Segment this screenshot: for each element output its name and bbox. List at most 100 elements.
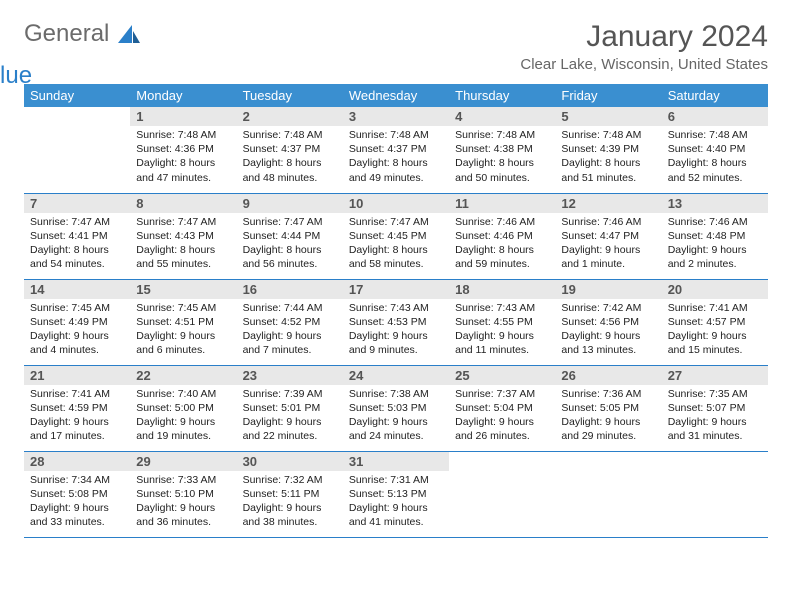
calendar-cell: 24Sunrise: 7:38 AMSunset: 5:03 PMDayligh… (343, 365, 449, 451)
day-details: Sunrise: 7:48 AMSunset: 4:40 PMDaylight:… (662, 126, 768, 189)
day-line: Daylight: 9 hours (136, 415, 230, 429)
day-line: Sunset: 5:11 PM (243, 487, 337, 501)
day-number: 25 (449, 366, 555, 385)
day-line: and 13 minutes. (561, 343, 655, 357)
day-line: Daylight: 9 hours (561, 329, 655, 343)
day-line: and 17 minutes. (30, 429, 124, 443)
day-line: Sunrise: 7:47 AM (30, 215, 124, 229)
day-number: 21 (24, 366, 130, 385)
day-details: Sunrise: 7:48 AMSunset: 4:39 PMDaylight:… (555, 126, 661, 189)
day-details: Sunrise: 7:45 AMSunset: 4:49 PMDaylight:… (24, 299, 130, 362)
calendar-row: 28Sunrise: 7:34 AMSunset: 5:08 PMDayligh… (24, 451, 768, 537)
day-details: Sunrise: 7:43 AMSunset: 4:55 PMDaylight:… (449, 299, 555, 362)
day-line: and 48 minutes. (243, 171, 337, 185)
logo-sail-icon (118, 25, 140, 43)
day-line: Sunrise: 7:48 AM (349, 128, 443, 142)
calendar-cell: 1Sunrise: 7:48 AMSunset: 4:36 PMDaylight… (130, 107, 236, 193)
day-line: Daylight: 9 hours (243, 329, 337, 343)
day-line: Sunrise: 7:48 AM (243, 128, 337, 142)
col-tuesday: Tuesday (237, 84, 343, 107)
day-line: Daylight: 8 hours (136, 156, 230, 170)
calendar-cell: 17Sunrise: 7:43 AMSunset: 4:53 PMDayligh… (343, 279, 449, 365)
day-line: Sunset: 4:36 PM (136, 142, 230, 156)
day-line: Sunset: 5:08 PM (30, 487, 124, 501)
day-number: 19 (555, 280, 661, 299)
day-line: and 6 minutes. (136, 343, 230, 357)
day-details: Sunrise: 7:48 AMSunset: 4:36 PMDaylight:… (130, 126, 236, 189)
day-details: Sunrise: 7:38 AMSunset: 5:03 PMDaylight:… (343, 385, 449, 448)
day-line: Sunrise: 7:45 AM (30, 301, 124, 315)
calendar-cell: 11Sunrise: 7:46 AMSunset: 4:46 PMDayligh… (449, 193, 555, 279)
day-line: Sunset: 4:41 PM (30, 229, 124, 243)
day-line: Sunset: 5:05 PM (561, 401, 655, 415)
day-line: Sunset: 5:10 PM (136, 487, 230, 501)
day-number: 28 (24, 452, 130, 471)
day-line: Sunrise: 7:41 AM (30, 387, 124, 401)
day-line: Sunrise: 7:48 AM (561, 128, 655, 142)
day-number: 5 (555, 107, 661, 126)
day-line: Sunset: 5:00 PM (136, 401, 230, 415)
calendar-cell: 8Sunrise: 7:47 AMSunset: 4:43 PMDaylight… (130, 193, 236, 279)
day-details (662, 471, 768, 477)
day-line: Sunrise: 7:48 AM (136, 128, 230, 142)
day-details (449, 471, 555, 477)
day-number: 4 (449, 107, 555, 126)
day-line: Sunset: 4:59 PM (30, 401, 124, 415)
day-line: Daylight: 9 hours (349, 501, 443, 515)
day-line: Daylight: 9 hours (561, 243, 655, 257)
calendar-cell: 10Sunrise: 7:47 AMSunset: 4:45 PMDayligh… (343, 193, 449, 279)
col-monday: Monday (130, 84, 236, 107)
day-line: Daylight: 8 hours (243, 156, 337, 170)
col-friday: Friday (555, 84, 661, 107)
day-line: Sunrise: 7:34 AM (30, 473, 124, 487)
calendar-cell (555, 451, 661, 537)
day-line: Sunrise: 7:47 AM (349, 215, 443, 229)
day-line: Daylight: 8 hours (561, 156, 655, 170)
logo-text-blue: Blue (0, 62, 32, 89)
calendar-cell: 21Sunrise: 7:41 AMSunset: 4:59 PMDayligh… (24, 365, 130, 451)
calendar-cell (449, 451, 555, 537)
day-line: Daylight: 9 hours (349, 329, 443, 343)
day-line: Daylight: 9 hours (243, 501, 337, 515)
day-number: 12 (555, 194, 661, 213)
col-sunday: Sunday (24, 84, 130, 107)
day-number: 13 (662, 194, 768, 213)
day-number: 1 (130, 107, 236, 126)
col-thursday: Thursday (449, 84, 555, 107)
day-line: Sunset: 4:43 PM (136, 229, 230, 243)
day-details: Sunrise: 7:47 AMSunset: 4:43 PMDaylight:… (130, 213, 236, 276)
day-line: and 59 minutes. (455, 257, 549, 271)
day-number: 11 (449, 194, 555, 213)
day-line: Sunset: 4:37 PM (349, 142, 443, 156)
calendar-cell (662, 451, 768, 537)
day-number: 22 (130, 366, 236, 385)
day-line: and 33 minutes. (30, 515, 124, 529)
calendar-cell: 30Sunrise: 7:32 AMSunset: 5:11 PMDayligh… (237, 451, 343, 537)
day-number: 10 (343, 194, 449, 213)
location-text: Clear Lake, Wisconsin, United States (520, 56, 768, 73)
day-line: and 11 minutes. (455, 343, 549, 357)
day-number: 14 (24, 280, 130, 299)
day-details: Sunrise: 7:37 AMSunset: 5:04 PMDaylight:… (449, 385, 555, 448)
day-line: Sunset: 4:52 PM (243, 315, 337, 329)
day-details: Sunrise: 7:32 AMSunset: 5:11 PMDaylight:… (237, 471, 343, 534)
day-line: Sunrise: 7:32 AM (243, 473, 337, 487)
day-line: and 47 minutes. (136, 171, 230, 185)
day-line: Daylight: 9 hours (30, 329, 124, 343)
day-line: Sunset: 4:44 PM (243, 229, 337, 243)
day-line: Sunrise: 7:43 AM (455, 301, 549, 315)
title-block: January 2024 Clear Lake, Wisconsin, Unit… (520, 20, 768, 73)
day-line: Sunrise: 7:43 AM (349, 301, 443, 315)
day-line: Sunrise: 7:38 AM (349, 387, 443, 401)
day-number: 18 (449, 280, 555, 299)
day-line: Daylight: 9 hours (30, 501, 124, 515)
day-line: Sunrise: 7:42 AM (561, 301, 655, 315)
day-line: and 56 minutes. (243, 257, 337, 271)
day-line: Sunrise: 7:35 AM (668, 387, 762, 401)
day-line: Sunrise: 7:37 AM (455, 387, 549, 401)
day-number: 6 (662, 107, 768, 126)
header-row: Sunday Monday Tuesday Wednesday Thursday… (24, 84, 768, 107)
calendar-cell: 6Sunrise: 7:48 AMSunset: 4:40 PMDaylight… (662, 107, 768, 193)
day-details (24, 126, 130, 132)
calendar-cell: 9Sunrise: 7:47 AMSunset: 4:44 PMDaylight… (237, 193, 343, 279)
